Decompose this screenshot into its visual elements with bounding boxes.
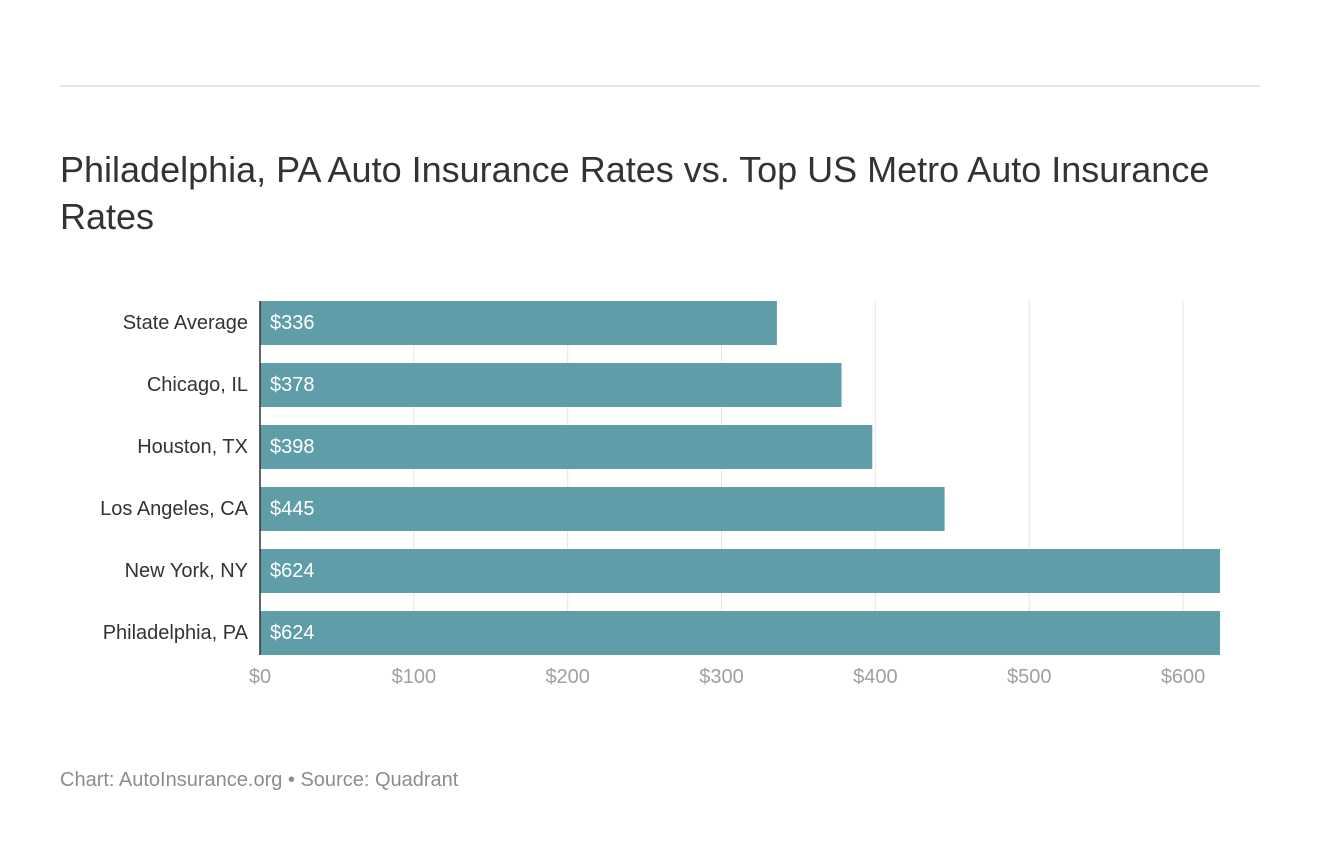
category-label: Chicago, IL xyxy=(147,374,248,396)
chart-container: $0 $100 $200 $300 $400 $500 $600 $336 State Aver… xyxy=(60,291,1260,731)
x-tick-label: $200 xyxy=(545,666,590,688)
bar xyxy=(260,549,1220,593)
divider xyxy=(60,85,1260,87)
x-tick-label: $100 xyxy=(392,666,437,688)
page: Philadelphia, PA Auto Insurance Rates vs… xyxy=(0,0,1320,856)
x-tick-label: $300 xyxy=(699,666,744,688)
x-tick-label: $400 xyxy=(853,666,898,688)
bar-value-label: $398 xyxy=(270,436,315,458)
category-label: New York, NY xyxy=(125,560,248,582)
x-tick-label: $500 xyxy=(1007,666,1051,688)
category-label: Houston, TX xyxy=(137,436,248,458)
category-label: Philadelphia, PA xyxy=(103,622,249,644)
bar xyxy=(260,425,872,469)
category-label: State Average xyxy=(123,312,248,334)
category-label: Los Angeles, CA xyxy=(100,498,249,520)
bar-value-label: $378 xyxy=(270,374,315,396)
x-tick-label: $600 xyxy=(1161,666,1206,688)
chart-title: Philadelphia, PA Auto Insurance Rates vs… xyxy=(60,147,1260,241)
bar-chart: $0 $100 $200 $300 $400 $500 $600 $336 State Aver… xyxy=(60,291,1260,731)
chart-caption: Chart: AutoInsurance.org • Source: Quadr… xyxy=(60,769,1260,792)
bar-value-label: $336 xyxy=(270,312,315,334)
bar xyxy=(260,611,1220,655)
bar-value-label: $445 xyxy=(270,498,315,520)
x-tick-label: $0 xyxy=(249,666,271,688)
title-block: Philadelphia, PA Auto Insurance Rates vs… xyxy=(60,147,1260,241)
bar-value-label: $624 xyxy=(270,622,315,644)
bar-value-label: $624 xyxy=(270,560,315,582)
top-spacer xyxy=(60,0,1260,85)
bar xyxy=(260,487,945,531)
bar xyxy=(260,363,842,407)
bar xyxy=(260,301,777,345)
